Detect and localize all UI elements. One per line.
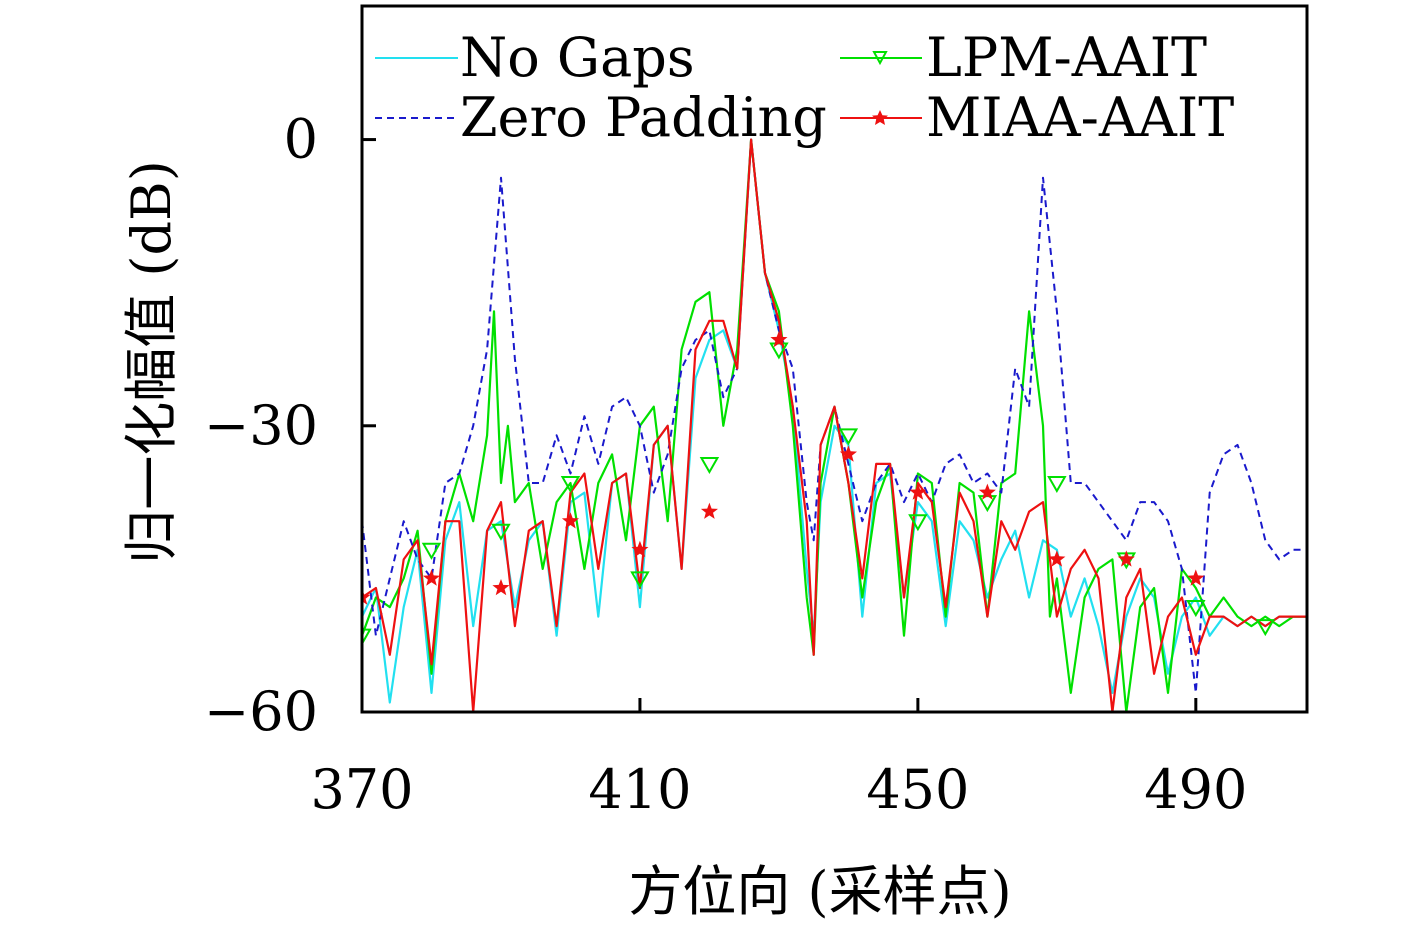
series-layer	[362, 138, 1307, 712]
lpm-aait-marker	[977, 495, 998, 513]
x-tick-label-370: 370	[310, 758, 413, 821]
x-tick-label-490: 490	[1144, 758, 1247, 821]
miaa-aait-marker	[978, 483, 996, 500]
legend-marker-lpm-aait	[872, 51, 888, 66]
miaa-aait-marker	[700, 502, 718, 519]
plot-frame	[360, 4, 1309, 714]
legend-label-lpm-aait: LPM-AAIT	[926, 26, 1207, 89]
lpm-aait-marker	[1186, 600, 1206, 618]
lpm-aait-marker	[908, 514, 928, 532]
lpm-aait-marker	[421, 542, 442, 560]
lpm-aait-marker	[1255, 619, 1276, 637]
miaa-aait-marker	[631, 540, 649, 558]
legend-label-no-gaps: No Gaps	[460, 26, 695, 89]
miaa-aait-marker	[362, 588, 371, 605]
lpm-aait-marker	[560, 476, 581, 494]
lpm-aait-marker	[491, 523, 511, 541]
series-line-zero-padding	[362, 138, 1307, 694]
lpm-aait-marker	[838, 428, 859, 446]
lpm-aait-marker	[630, 571, 650, 589]
series-line-lpm-aait	[362, 138, 1307, 712]
legend-label-miaa-aait: MIAA-AAIT	[926, 86, 1234, 149]
miaa-aait-marker	[422, 569, 440, 586]
miaa-aait-marker	[1187, 569, 1205, 586]
miaa-aait-marker	[492, 579, 510, 596]
y-tick-label--30: −30	[204, 394, 318, 457]
lpm-aait-marker	[699, 456, 720, 474]
marker-layer	[362, 330, 1276, 646]
miaa-aait-marker	[909, 483, 927, 500]
miaa-aait-marker	[561, 512, 579, 529]
miaa-aait-marker	[770, 330, 788, 348]
legend: No Gaps Zero Padding LPM-AAIT MIAA-AAIT	[370, 12, 1303, 149]
series-line-miaa-aait	[362, 138, 1307, 712]
miaa-aait-marker	[1048, 550, 1066, 567]
y-tick-label--60: −60	[204, 680, 318, 743]
miaa-aait-marker	[1117, 550, 1135, 567]
x-tick-label-410: 410	[588, 758, 691, 821]
legend-marker-miaa-aait	[872, 110, 888, 125]
legend-label-zero-padding: Zero Padding	[460, 86, 827, 149]
miaa-aait-marker	[839, 445, 857, 462]
tick-layer: 370 410 450 490 0 −30 −60	[204, 108, 1247, 821]
lpm-aait-marker	[362, 628, 372, 646]
x-axis-title: 方位向 (采样点)	[628, 860, 1011, 923]
x-tick-label-450: 450	[866, 758, 969, 821]
y-axis-title: 归一化幅值 (dB)	[120, 160, 183, 564]
y-tick-label-0: 0	[284, 108, 318, 171]
lpm-aait-marker	[1047, 476, 1067, 494]
